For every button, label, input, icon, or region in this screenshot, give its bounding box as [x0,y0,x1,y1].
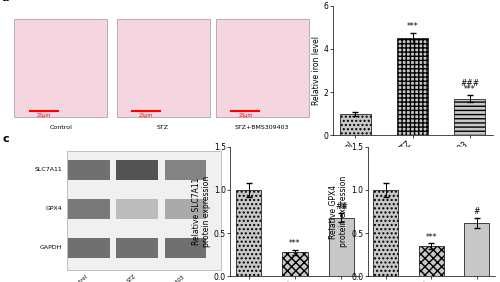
Bar [282,252,308,276]
Text: GAPDH: GAPDH [40,245,62,250]
Text: ##: ## [335,202,347,212]
Bar [68,238,110,257]
Text: STZ: STZ [126,274,137,282]
Bar [454,99,485,135]
Bar [68,160,110,180]
Text: GPX4: GPX4 [46,206,62,212]
Text: Control: Control [50,125,72,130]
Text: ***: *** [406,22,418,31]
Bar [116,199,158,219]
Bar [464,223,489,276]
Y-axis label: Relative GPX4
protein expression: Relative GPX4 protein expression [329,176,348,247]
Bar [116,160,158,180]
Text: STZ: STZ [157,125,169,130]
Text: 25μm: 25μm [36,113,51,118]
Text: ***: *** [426,233,437,242]
Text: SLC7A11: SLC7A11 [34,168,62,173]
Text: c: c [3,134,10,144]
Bar [328,217,354,276]
Y-axis label: Relative iron level: Relative iron level [312,36,320,105]
Bar [374,190,398,276]
Text: 25μm: 25μm [238,113,252,118]
Text: ***: *** [289,239,301,248]
Text: #: # [474,207,480,216]
Bar [164,199,206,219]
Bar [236,190,262,276]
Text: Control: Control [71,274,88,282]
Bar [66,151,220,270]
Bar [68,199,110,219]
Text: a: a [2,0,10,3]
Text: 25μm: 25μm [139,113,153,118]
Text: STZ+BMS309403: STZ+BMS309403 [147,274,186,282]
Bar [419,246,444,276]
Bar [340,114,371,135]
Y-axis label: Relative SLC7A11
protein expression: Relative SLC7A11 protein expression [192,176,211,247]
Text: STZ+BMS309403: STZ+BMS309403 [235,125,290,130]
Bar [164,238,206,257]
Bar [116,238,158,257]
Bar [164,160,206,180]
Bar [397,38,428,135]
Text: ###: ### [460,79,479,88]
Text: ***: *** [464,85,475,94]
